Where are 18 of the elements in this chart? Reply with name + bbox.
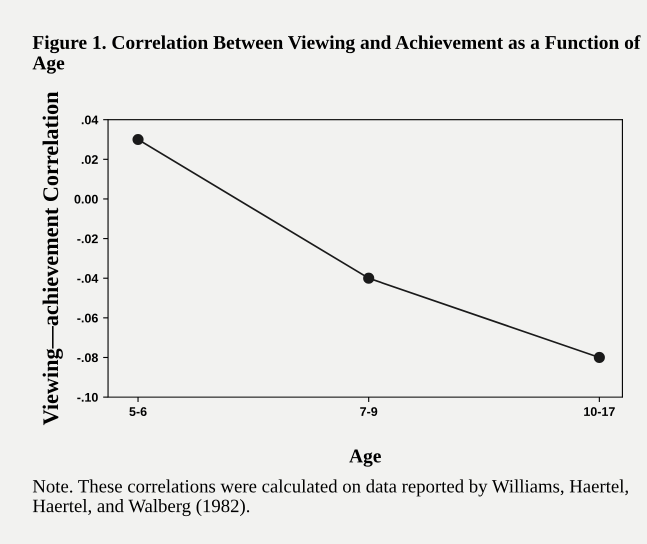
- text: Note. These correlations were calculated on data reported by Williams, Haertel, Haertel, and Walberg (1982).: [32, 479, 628, 516]
- point: [363, 272, 374, 284]
- point: [132, 134, 144, 146]
- y-tick-label: -.02: [77, 234, 98, 244]
- y-tick-label: -.06: [77, 314, 98, 323]
- x-tick-label: 10-17: [584, 407, 615, 416]
- x-axis-title: Age: [349, 450, 381, 467]
- y-tick-label: -.10: [77, 392, 98, 402]
- y-tick-label: .04: [82, 115, 98, 124]
- y-tick-label: -.04: [77, 274, 98, 283]
- chart-title: Figure 1. Correlation Between Viewing and Achievement as a Function of Age: [32, 35, 641, 74]
- x-tick-label: 7-9: [360, 407, 378, 416]
- point: [594, 352, 605, 364]
- y-tick-label: 0.00: [74, 194, 98, 204]
- y-axis-title: Viewing—achievement Correlation: [42, 92, 63, 426]
- y-tick-label: .02: [82, 155, 98, 164]
- y-tick-label: -.08: [77, 353, 98, 362]
- x-tick-label: 5-6: [129, 407, 147, 416]
